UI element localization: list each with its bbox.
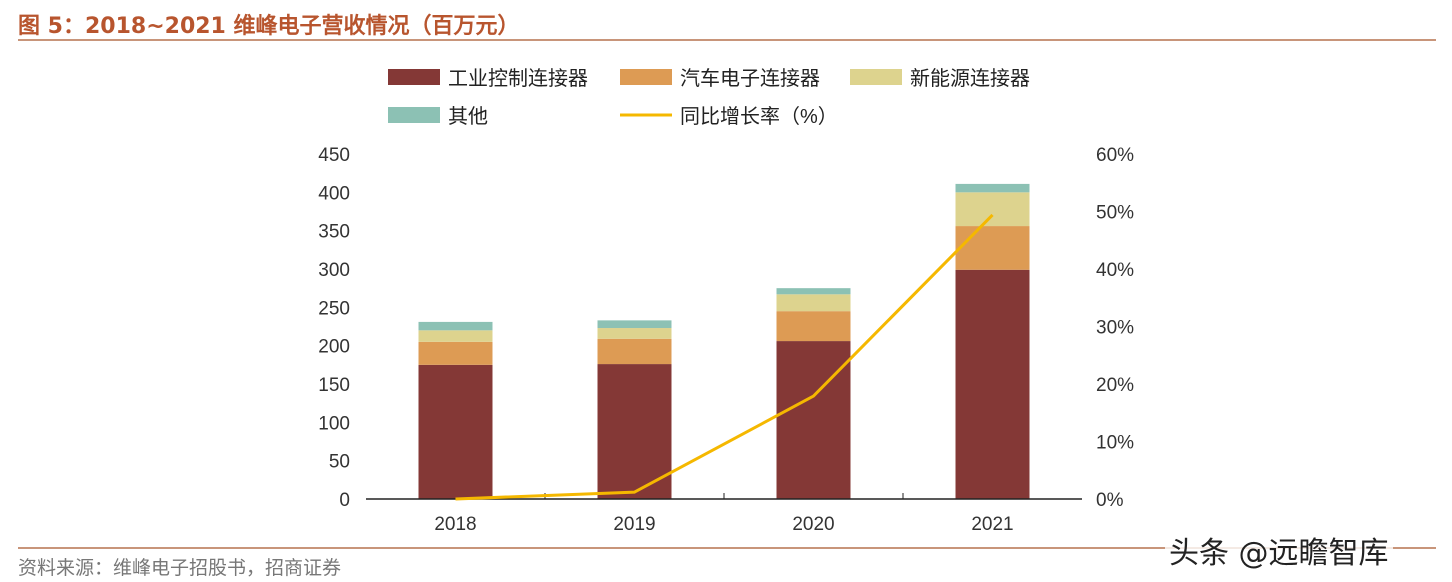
y-tick-label: 0 (339, 490, 350, 511)
y-tick-label: 350 (318, 222, 350, 243)
legend-label: 工业控制连接器 (448, 67, 588, 90)
legend-label: 汽车电子连接器 (680, 67, 820, 90)
bar-segment (955, 269, 1030, 499)
legend-swatch (388, 69, 440, 85)
x-tick-label: 2020 (792, 514, 834, 535)
title-divider (18, 39, 1436, 41)
bar-segment (418, 321, 493, 331)
bar-segment (418, 330, 493, 342)
bar-segment (597, 338, 672, 365)
legend-swatch (620, 69, 672, 85)
chart: 0 50 100 150 200 250 300 350 400 450 0% 10% 20% 30% 40… (318, 67, 1134, 535)
y-tick-label: 150 (318, 375, 350, 396)
y-tick-label: 450 (318, 145, 350, 166)
growth-line (455, 213, 994, 501)
y-tick-label: 400 (318, 183, 350, 204)
y-tick-label: 100 (318, 413, 350, 434)
bar-segment (955, 226, 1030, 270)
legend-label: 其他 (448, 105, 488, 128)
source-note: 资料来源：维峰电子招股书，招商证券 (18, 557, 342, 579)
bar-segment (955, 192, 1030, 227)
bar-segment (776, 341, 851, 499)
legend-label: 新能源连接器 (910, 67, 1030, 90)
bar-segment (776, 311, 851, 342)
bar-segment (597, 320, 672, 329)
bar-segment (776, 294, 851, 312)
bar-segment (776, 288, 851, 295)
y2-tick-label: 40% (1096, 260, 1134, 281)
y2-tick-label: 10% (1096, 433, 1134, 454)
bar-segment (597, 364, 672, 499)
x-tick-label: 2019 (613, 514, 655, 535)
bar-segment (418, 341, 493, 365)
x-tick-label: 2018 (434, 514, 476, 535)
y2-tick-label: 0% (1096, 490, 1124, 511)
y-tick-label: 300 (318, 260, 350, 281)
legend-swatch (388, 107, 440, 123)
bar-segment (418, 364, 493, 499)
watermark: 头条 @远瞻智库 (1165, 528, 1393, 572)
y-tick-label: 50 (329, 452, 350, 473)
y2-tick-label: 30% (1096, 318, 1134, 339)
y2-tick-label: 20% (1096, 375, 1134, 396)
x-tick-label: 2021 (971, 514, 1013, 535)
legend-label: 同比增长率（%） (680, 105, 838, 128)
y2-tick-label: 50% (1096, 203, 1134, 224)
bar-segment (597, 328, 672, 339)
legend-swatch (850, 69, 902, 85)
figure-title: 图 5：2018~2021 维峰电子营收情况（百万元） (18, 14, 520, 39)
bar-segment (955, 183, 1030, 193)
y-tick-label: 200 (318, 337, 350, 358)
footer-divider (18, 547, 1436, 549)
y2-tick-label: 60% (1096, 145, 1134, 166)
y-tick-label: 250 (318, 298, 350, 319)
